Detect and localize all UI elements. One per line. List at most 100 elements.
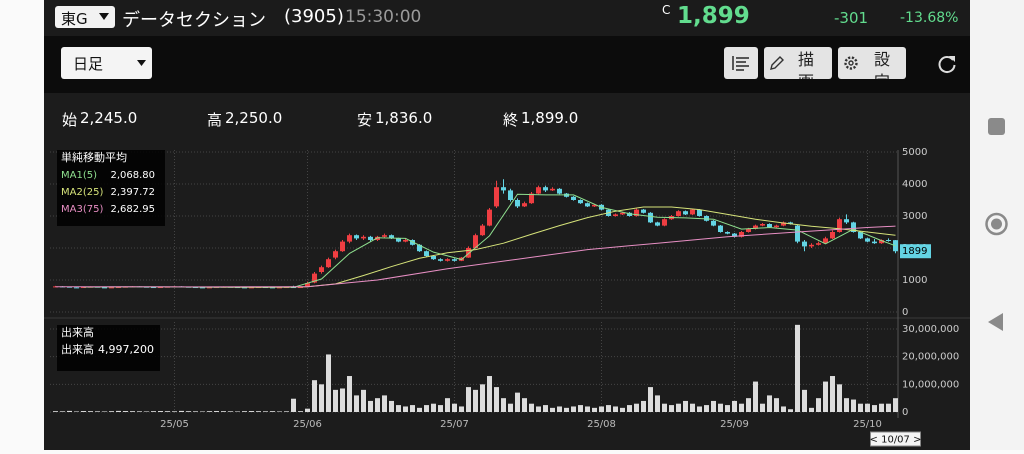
candle-body — [445, 259, 450, 261]
summary-label: 始 — [62, 111, 78, 129]
volume-bar — [648, 387, 653, 412]
cursor-label: < 10/07 > — [870, 435, 922, 446]
candle-body — [151, 287, 156, 289]
candle-body — [578, 200, 583, 204]
volume-bar — [879, 403, 884, 412]
volume-bar — [487, 376, 492, 412]
home-button[interactable] — [985, 212, 1008, 236]
volume-bar — [536, 406, 541, 412]
stock-name: データセクション — [122, 10, 266, 31]
volume-bar — [312, 380, 317, 412]
volume-bar — [564, 407, 569, 412]
volume-bar — [193, 411, 198, 412]
candle-body — [697, 209, 702, 216]
x-tick-label: 25/05 — [160, 419, 189, 430]
volume-bar — [641, 400, 646, 412]
volume-bar — [417, 407, 422, 412]
legend-value: 2,068.80 — [110, 170, 155, 181]
candle-body — [501, 187, 506, 191]
volume-bar — [326, 354, 331, 412]
settings-button[interactable]: 設定 — [838, 47, 906, 79]
legend-value: 2,397.72 — [110, 187, 155, 198]
volume-bar — [165, 411, 170, 412]
recents-button[interactable] — [988, 118, 1005, 135]
volume-bar — [816, 398, 821, 412]
back-button[interactable] — [988, 313, 1003, 331]
draw-button[interactable]: 描画 — [764, 47, 832, 79]
volume-bar — [739, 403, 744, 412]
volume-bar — [802, 389, 807, 412]
volume-bar — [305, 408, 310, 412]
candle-body — [361, 236, 366, 239]
candle-body — [844, 219, 849, 223]
refresh-icon[interactable] — [936, 53, 958, 75]
legend-title: 出来高 — [61, 325, 94, 339]
candle-body — [319, 267, 324, 272]
candle-body — [382, 235, 387, 237]
volume-bar — [137, 411, 142, 412]
settings-label: 設定 — [874, 50, 891, 79]
volume-bar — [592, 407, 597, 412]
volume-bar — [627, 405, 632, 412]
volume-bar — [270, 411, 275, 412]
volume-bar — [67, 410, 72, 412]
period-select[interactable]: 日足 — [61, 47, 152, 79]
volume-bar — [424, 405, 429, 412]
volume-bar — [690, 403, 695, 412]
candle-body — [207, 287, 212, 289]
volume-bar — [823, 381, 828, 412]
candle-body — [746, 228, 751, 232]
candle-body — [473, 235, 478, 248]
volume-bar — [228, 411, 233, 412]
candle-body — [886, 240, 891, 241]
volume-bar — [669, 405, 674, 412]
nav-icons — [985, 118, 1008, 331]
legend-title: 単純移動平均 — [61, 150, 127, 164]
candle-body — [557, 188, 562, 194]
volume-bar — [872, 405, 877, 412]
y-tick-label: 0 — [902, 407, 908, 418]
volume-bar — [543, 405, 548, 412]
volume-bar — [277, 411, 282, 412]
candle-body — [809, 244, 814, 247]
volume-bar — [753, 381, 758, 412]
candle-body — [508, 190, 513, 200]
candle-body — [711, 220, 716, 226]
volume-bar — [333, 389, 338, 412]
volume-bar — [557, 406, 562, 412]
volume-bar — [865, 403, 870, 412]
candle-body — [788, 222, 793, 224]
volume-bar — [578, 405, 583, 412]
y-tick-label: 1000 — [902, 275, 927, 286]
candle-body — [81, 287, 86, 289]
volume-bar — [718, 403, 723, 412]
volume-bar — [368, 400, 373, 412]
legend-label: 出来高 — [61, 342, 94, 356]
volume-bar — [130, 411, 135, 412]
volume-bar — [74, 411, 79, 412]
indicator-button[interactable] — [724, 47, 758, 79]
candle-body — [683, 211, 688, 215]
candle-body — [613, 214, 618, 216]
candle-body — [760, 224, 765, 226]
summary-label: 高 — [207, 111, 223, 129]
volume-bar — [116, 410, 121, 412]
period: 日足 — [73, 55, 104, 73]
candle-body — [522, 203, 527, 207]
candle-body — [795, 225, 800, 242]
candle-body — [648, 212, 653, 223]
candle-body — [410, 240, 415, 245]
candle-body — [389, 235, 394, 239]
exchange-select[interactable]: 東G — [55, 6, 115, 28]
candle-body — [480, 225, 485, 236]
volume-bar — [347, 376, 352, 412]
y-tick-label: 4000 — [902, 179, 927, 190]
summary-value: 2,245.0 — [80, 109, 138, 127]
home-dot — [991, 218, 1002, 230]
volume-bar — [459, 406, 464, 412]
candle-body — [816, 243, 821, 245]
candle-body — [641, 209, 646, 213]
candle-body — [774, 225, 779, 228]
volume-bar — [480, 384, 485, 412]
